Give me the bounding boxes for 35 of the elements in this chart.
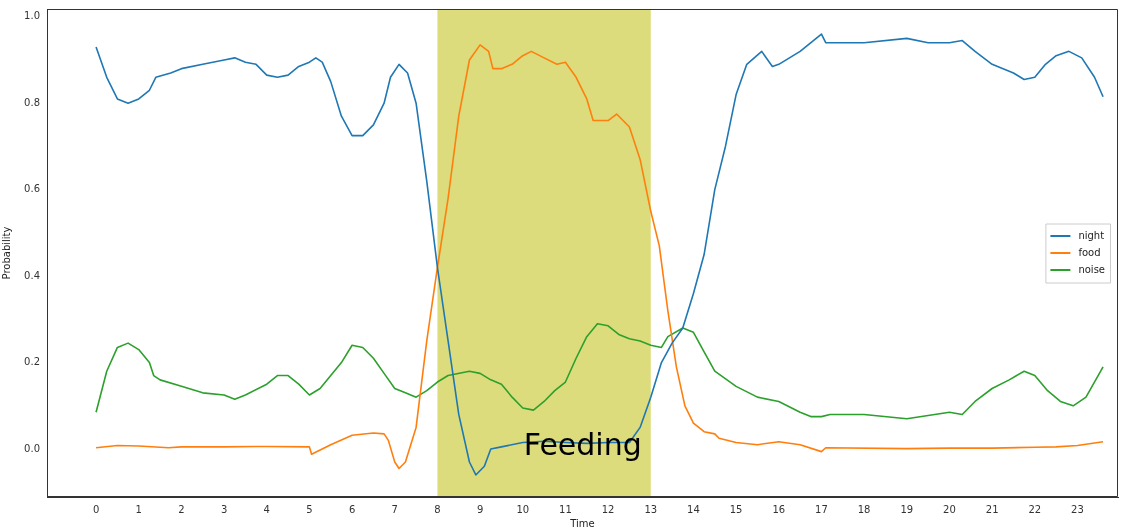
- x-tick-label: 22: [1028, 503, 1042, 515]
- x-tick-label: 11: [559, 503, 572, 515]
- x-tick-label: 23: [1071, 503, 1084, 515]
- x-tick-label: 2: [178, 503, 185, 515]
- x-tick-label: 20: [943, 503, 956, 515]
- x-tick-label: 13: [644, 503, 658, 515]
- x-tick-label: 7: [391, 503, 398, 515]
- x-tick-label: 8: [434, 503, 441, 515]
- y-tick-label: 0.6: [24, 183, 40, 195]
- y-tick-label: 0.4: [24, 269, 40, 281]
- y-tick-label: 1.0: [24, 10, 40, 22]
- x-tick-label: 6: [348, 503, 356, 515]
- x-tick-label: 10: [516, 503, 530, 515]
- y-tick-label: 0.2: [24, 356, 40, 368]
- x-tick-label: 3: [220, 503, 228, 515]
- x-tick-label: 18: [857, 503, 871, 515]
- y-tick-label: 0.0: [24, 442, 40, 454]
- x-axis-title: Time: [569, 517, 595, 529]
- x-tick-label: 17: [815, 503, 828, 515]
- y-tick-label: 0.8: [24, 96, 40, 108]
- legend-label: food: [1078, 246, 1101, 258]
- x-tick-label: 14: [687, 503, 700, 515]
- legend-label: noise: [1078, 263, 1106, 275]
- x-tick-label: 19: [900, 503, 914, 515]
- x-tick-label: 15: [729, 503, 743, 515]
- x-tick-label: 1: [135, 503, 142, 515]
- x-tick-label: 9: [476, 503, 484, 515]
- x-tick-label: 0: [92, 503, 100, 515]
- x-tick-label: 5: [306, 503, 313, 515]
- x-tick-label: 16: [772, 503, 786, 515]
- x-tick-label: 21: [985, 503, 999, 515]
- x-tick-label: 12: [601, 503, 615, 515]
- legend-label: night: [1078, 229, 1105, 241]
- y-axis-title: Probability: [0, 226, 12, 280]
- x-tick-label: 4: [263, 503, 270, 515]
